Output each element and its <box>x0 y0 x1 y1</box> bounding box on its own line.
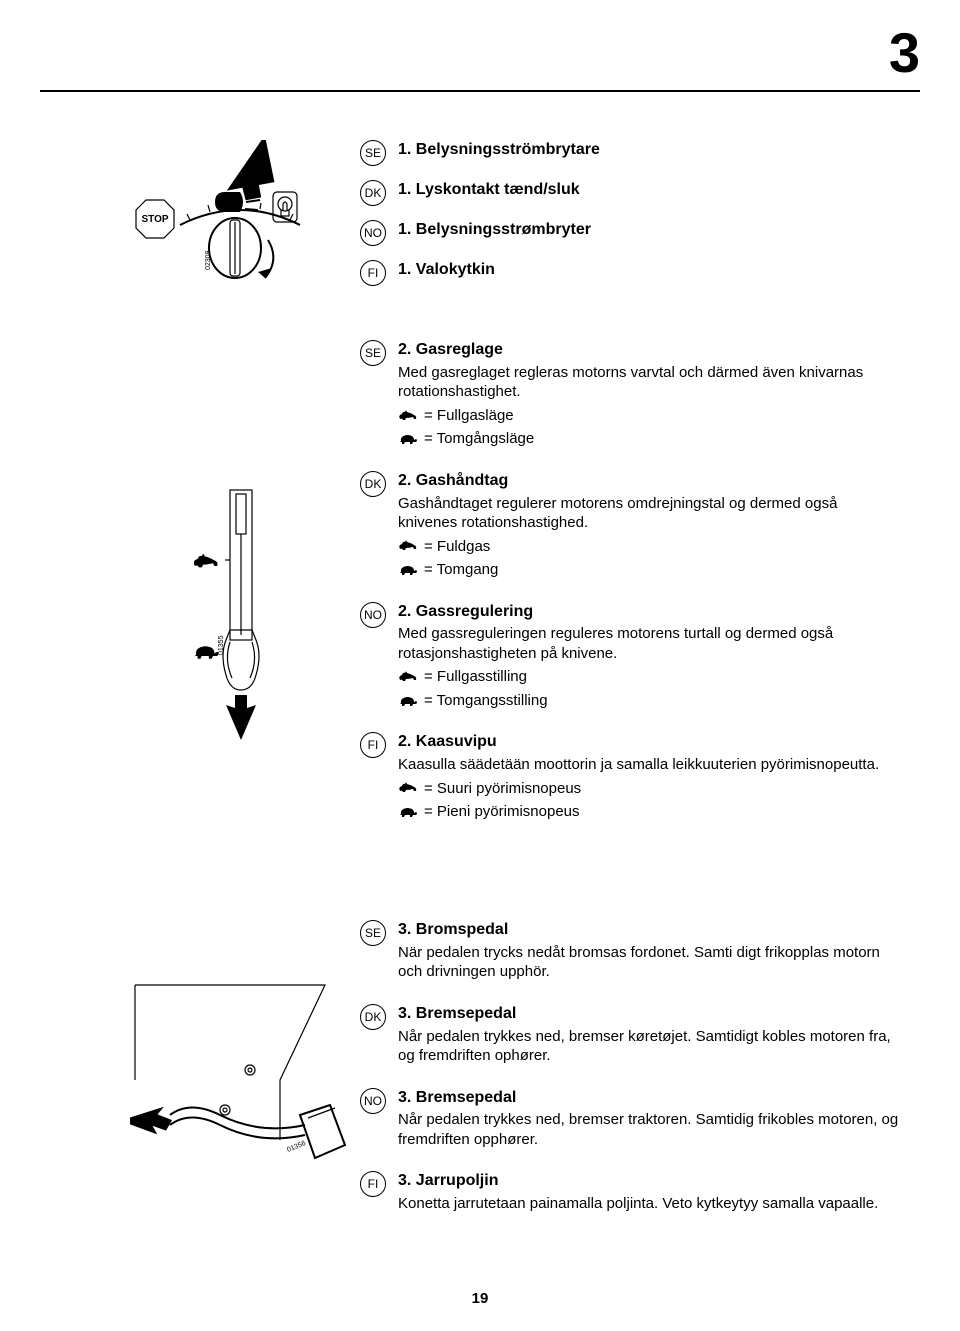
entry-desc: Gashåndtaget regulerer motorens omdrejni… <box>398 494 900 533</box>
entry-desc: Når pedalen trykkes ned, bremser køretøj… <box>398 1027 900 1066</box>
entry-se-3: SE 3. Bromspedal När pedalen trycks nedå… <box>360 920 900 982</box>
text-col-3: SE 3. Bromspedal När pedalen trycks nedå… <box>360 920 900 1214</box>
lang-badge: DK <box>360 180 386 206</box>
entry-title: 3. Bremsepedal <box>398 1004 900 1025</box>
entry-title: 1. Lyskontakt tænd/sluk <box>398 181 580 198</box>
entry-fi-2: FI 2. Kaasuvipu Kaasulla säädetään moott… <box>360 732 900 821</box>
lang-badge: NO <box>360 220 386 246</box>
slow-line: = Pieni pyörimisnopeus <box>398 802 900 822</box>
lang-badge: NO <box>360 1088 386 1114</box>
lang-badge: FI <box>360 732 386 758</box>
lang-badge: DK <box>360 471 386 497</box>
chapter-number: 3 <box>889 20 920 85</box>
top-rule <box>40 90 920 92</box>
text-col-2: SE 2. Gasreglage Med gasreglaget reglera… <box>360 340 900 822</box>
illustration-throttle: 01355 <box>130 480 340 755</box>
section-brake: 01356 SE 3. Bromspedal När pedalen tryck… <box>130 920 900 1236</box>
entry-fi-3: FI 3. Jarrupoljin Konetta jarrutetaan pa… <box>360 1171 900 1213</box>
entry-fi-1: FI 1. Valokytkin <box>360 260 900 286</box>
entry-title: 1. Belysningsstrømbryter <box>398 221 591 238</box>
entry-desc: Med gasreglaget regleras motorns varvtal… <box>398 363 900 402</box>
entry-dk-2: DK 2. Gashåndtag Gashåndtaget regulerer … <box>360 471 900 580</box>
fast-line: = Fuldgas <box>398 537 900 557</box>
entry-title: 2. Gashåndtag <box>398 471 900 492</box>
slow-line: = Tomgångsläge <box>398 429 900 449</box>
fig-code-3: 01356 <box>286 1140 307 1154</box>
slow-label: = Tomgang <box>424 560 498 580</box>
lang-badge: SE <box>360 140 386 166</box>
entry-no-3: NO 3. Bremsepedal Når pedalen trykkes ne… <box>360 1088 900 1150</box>
lang-badge: DK <box>360 1004 386 1030</box>
entry-title: 2. Gasreglage <box>398 340 900 361</box>
entry-desc: När pedalen trycks nedåt bromsas fordone… <box>398 943 900 982</box>
entry-title: 2. Gassregulering <box>398 602 900 623</box>
slow-label: = Pieni pyörimisnopeus <box>424 802 580 822</box>
entry-dk-1: DK 1. Lyskontakt tænd/sluk <box>360 180 900 206</box>
entry-se-2: SE 2. Gasreglage Med gasreglaget reglera… <box>360 340 900 449</box>
lang-badge: NO <box>360 602 386 628</box>
stop-label: STOP <box>141 214 168 225</box>
slow-label: = Tomgångsläge <box>424 429 534 449</box>
entry-dk-3: DK 3. Bremsepedal Når pedalen trykkes ne… <box>360 1004 900 1066</box>
entry-desc: Når pedalen trykkes ned, bremser traktor… <box>398 1110 900 1149</box>
fast-label: = Fuldgas <box>424 537 490 557</box>
slow-label: = Tomgangsstilling <box>424 691 548 711</box>
entry-no-2: NO 2. Gassregulering Med gassreguleringe… <box>360 602 900 711</box>
slow-line: = Tomgangsstilling <box>398 691 900 711</box>
entry-title: 3. Bremsepedal <box>398 1088 900 1109</box>
lang-badge: FI <box>360 1171 386 1197</box>
lang-badge: SE <box>360 340 386 366</box>
entry-title: 3. Bromspedal <box>398 920 900 941</box>
section-throttle: 01355 SE 2. Gasreglage Med gasreglaget r… <box>130 340 900 844</box>
fast-label: = Suuri pyörimisnopeus <box>424 779 581 799</box>
text-col-1: SE 1. Belysningsströmbrytare DK 1. Lysko… <box>360 140 900 286</box>
entry-desc: Konetta jarrutetaan painamalla poljinta.… <box>398 1194 900 1214</box>
entry-title: 1. Belysningsströmbrytare <box>398 141 600 158</box>
slow-line: = Tomgang <box>398 560 900 580</box>
fast-line: = Fullgasläge <box>398 406 900 426</box>
entry-title: 2. Kaasuvipu <box>398 732 900 753</box>
entry-title: 3. Jarrupoljin <box>398 1171 900 1192</box>
fast-label: = Fullgasstilling <box>424 667 527 687</box>
fast-line: = Fullgasstilling <box>398 667 900 687</box>
entry-desc: Med gassreguleringen reguleres motorens … <box>398 624 900 663</box>
illustration-brake-pedal: 01356 <box>130 980 340 1205</box>
entry-no-1: NO 1. Belysningsstrømbryter <box>360 220 900 246</box>
fast-label: = Fullgasläge <box>424 406 514 426</box>
section-lighting: STOP 02309 <box>130 140 900 300</box>
entry-desc: Kaasulla säädetään moottorin ja samalla … <box>398 755 900 775</box>
lang-badge: SE <box>360 920 386 946</box>
fast-line: = Suuri pyörimisnopeus <box>398 779 900 799</box>
fig-code-1: 02309 <box>205 250 212 270</box>
entry-title: 1. Valokytkin <box>398 261 495 278</box>
fig-code-2: 01355 <box>218 635 225 655</box>
entry-se-1: SE 1. Belysningsströmbrytare <box>360 140 900 166</box>
lang-badge: FI <box>360 260 386 286</box>
illustration-light-switch: STOP 02309 <box>130 140 340 315</box>
page-number-footer: 19 <box>0 1290 960 1307</box>
